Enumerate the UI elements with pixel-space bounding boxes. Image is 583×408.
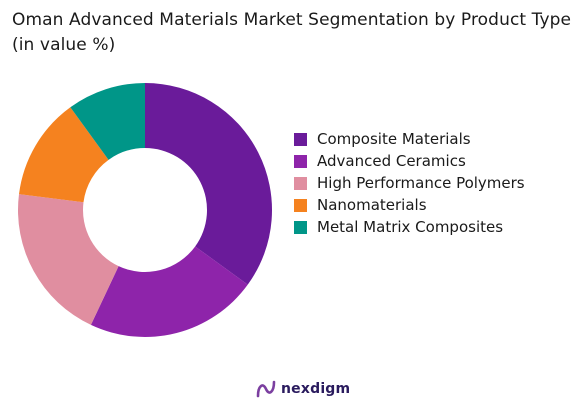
- legend-swatch: [294, 198, 307, 212]
- legend-label: Metal Matrix Composites: [317, 218, 504, 236]
- legend-label: Nanomaterials: [317, 196, 427, 214]
- legend-swatch: [294, 154, 307, 168]
- legend-item: Metal Matrix Composites: [294, 216, 525, 238]
- nexdigm-logo-icon: [256, 380, 276, 398]
- donut-slice-advanced-ceramics: [90, 246, 248, 337]
- legend-item: Composite Materials: [294, 128, 525, 150]
- legend-item: High Performance Polymers: [294, 172, 525, 194]
- donut-slice-high-performance-polymers: [18, 194, 119, 325]
- legend-swatch: [294, 220, 307, 234]
- legend-label: Composite Materials: [317, 130, 471, 148]
- brand-name: nexdigm: [281, 381, 351, 397]
- donut-slice-nanomaterials: [19, 107, 109, 203]
- legend-item: Advanced Ceramics: [294, 150, 525, 172]
- donut-slice-metal-matrix-composites: [70, 83, 145, 160]
- donut-slice-composite-materials: [145, 83, 272, 285]
- legend-swatch: [294, 132, 307, 146]
- legend-swatch: [294, 176, 307, 190]
- chart-title: Oman Advanced Materials Market Segmentat…: [12, 10, 572, 55]
- brand-footer: nexdigm: [255, 378, 350, 400]
- legend-label: Advanced Ceramics: [317, 152, 466, 170]
- legend-label: High Performance Polymers: [317, 174, 525, 192]
- legend-item: Nanomaterials: [294, 194, 525, 216]
- chart-legend: Composite Materials Advanced Ceramics High…: [294, 128, 525, 238]
